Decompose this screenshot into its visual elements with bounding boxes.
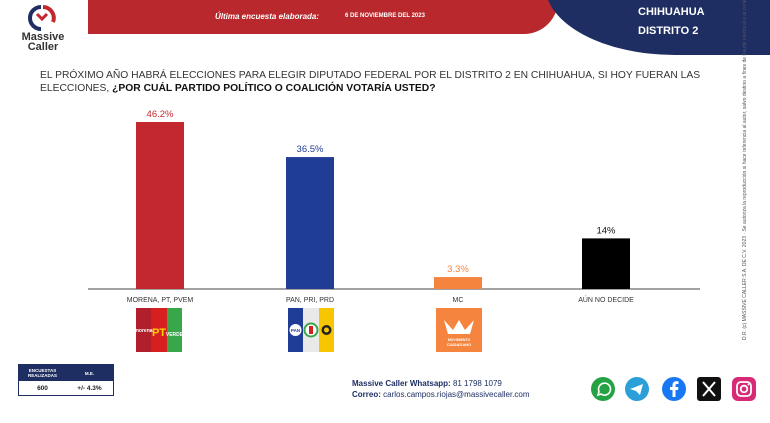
- banner-date: 6 DE NOVIEMBRE DEL 2023: [345, 13, 425, 19]
- bar-1: [286, 157, 334, 289]
- region-state: CHIHUAHUA: [638, 6, 705, 18]
- facebook-icon[interactable]: [661, 376, 687, 402]
- stats-value-row: 600 +/- 4.3%: [19, 381, 113, 395]
- banner-label: Última encuesta elaborada:: [215, 12, 320, 21]
- survey-question: EL PRÓXIMO AÑO HABRÁ ELECCIONES PARA ELE…: [40, 69, 730, 95]
- surveys-header: ENCUESTAS REALIZADAS: [28, 368, 57, 378]
- value-label-1: 36.5%: [297, 144, 324, 155]
- svg-text:PT: PT: [152, 327, 166, 339]
- top-banner: [88, 0, 558, 34]
- email-label: Correo:: [352, 390, 381, 399]
- svg-text:CIUDADANO: CIUDADANO: [447, 342, 471, 347]
- svg-text:PAN: PAN: [291, 328, 300, 333]
- instagram-icon[interactable]: [731, 376, 757, 402]
- value-label-2: 3.3%: [447, 264, 469, 275]
- email-address[interactable]: carlos.campos.riojas@massivecaller.com: [383, 390, 530, 399]
- margin-error-value: +/- 4.3%: [77, 384, 102, 392]
- survey-stats-table: ENCUESTAS REALIZADAS M.E. 600 +/- 4.3%: [18, 364, 114, 396]
- brand-line-1: Massive: [21, 31, 65, 43]
- question-part-2: ¿POR CUÁL PARTIDO POLÍTICO O COALICIÓN V…: [112, 83, 436, 94]
- morena-pt-pvem-logo: morena PT VERDE: [136, 308, 182, 352]
- svg-text:MOVIMIENTO: MOVIMIENTO: [448, 338, 471, 342]
- value-label-0: 46.2%: [147, 109, 174, 120]
- bar-2: [434, 277, 482, 289]
- bar-0: [136, 122, 184, 289]
- value-label-3: 14%: [596, 225, 616, 236]
- category-label-1: PAN, PRI, PRD: [286, 297, 334, 304]
- mc-logo: MOVIMIENTO CIUDADANO: [436, 308, 482, 352]
- whatsapp-number[interactable]: 81 1798 1079: [452, 379, 502, 388]
- category-label-2: MC: [453, 297, 464, 304]
- pan-pri-prd-logo: PAN: [288, 308, 334, 352]
- svg-text:VERDE: VERDE: [166, 332, 182, 338]
- category-label-3: AÚN NO DECIDE: [578, 295, 634, 304]
- whatsapp-icon[interactable]: [590, 376, 616, 402]
- surveys-value: 600: [37, 384, 48, 392]
- svg-text:morena: morena: [136, 328, 153, 334]
- brand-name: Massive Caller: [20, 31, 66, 53]
- category-label-0: MORENA, PT, PVEM: [127, 297, 194, 304]
- whatsapp-label: Massive Caller Whatsapp:: [352, 379, 451, 388]
- contact-info: Massive Caller Whatsapp: 81 1798 1079 Co…: [352, 378, 530, 400]
- margin-error-header: M.E.: [84, 370, 95, 376]
- region-district: DISTRITO 2: [638, 25, 699, 37]
- question-part-1: EL PRÓXIMO AÑO HABRÁ ELECCIONES PARA ELE…: [40, 70, 701, 94]
- massive-caller-logo-icon: [28, 5, 56, 31]
- telegram-icon[interactable]: [624, 376, 650, 402]
- x-icon[interactable]: [696, 376, 722, 402]
- stats-header-row: ENCUESTAS REALIZADAS M.E.: [19, 365, 113, 381]
- bar-3: [582, 238, 630, 289]
- brand-line-2: Caller: [27, 41, 59, 53]
